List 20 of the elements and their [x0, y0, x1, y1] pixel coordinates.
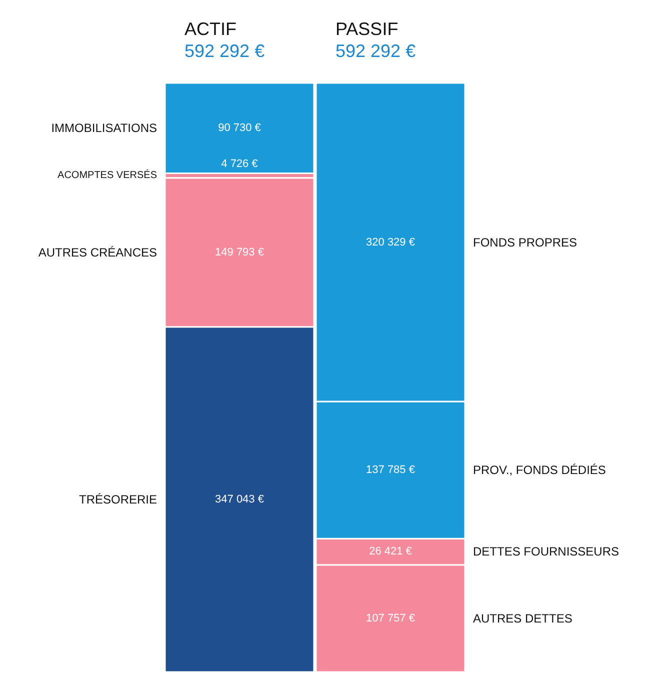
- series-label: FONDS PROPRES: [473, 235, 578, 250]
- series-label: IMMOBILISATIONS: [51, 121, 157, 136]
- series-label: DETTES FOURNISSEURS: [473, 544, 620, 559]
- total-label: 592 292 €: [184, 41, 265, 61]
- total-label: 592 292 €: [336, 41, 416, 61]
- series-label: AUTRES DETTES: [473, 611, 572, 626]
- x-tick-label: PASSIF: [336, 19, 398, 39]
- data-label: 320 329 €: [366, 236, 415, 248]
- series-label: AUTRES CRÉANCES: [38, 245, 157, 260]
- series-label: PROV., FONDS DÉDIÉS: [473, 463, 606, 478]
- series-label: TRÉSORERIE: [78, 492, 157, 506]
- data-label: 137 785 €: [366, 464, 415, 476]
- data-label: 149 793 €: [215, 246, 264, 258]
- data-label: 26 421 €: [369, 546, 412, 558]
- data-label: 90 730 €: [218, 122, 261, 134]
- series-label: ACOMPTES VERSÉS: [58, 169, 158, 182]
- data-label: 4 726 €: [221, 158, 258, 170]
- x-tick-label: ACTIF: [184, 19, 236, 39]
- data-label: 107 757 €: [366, 612, 415, 624]
- data-label: 347 043 €: [215, 493, 264, 506]
